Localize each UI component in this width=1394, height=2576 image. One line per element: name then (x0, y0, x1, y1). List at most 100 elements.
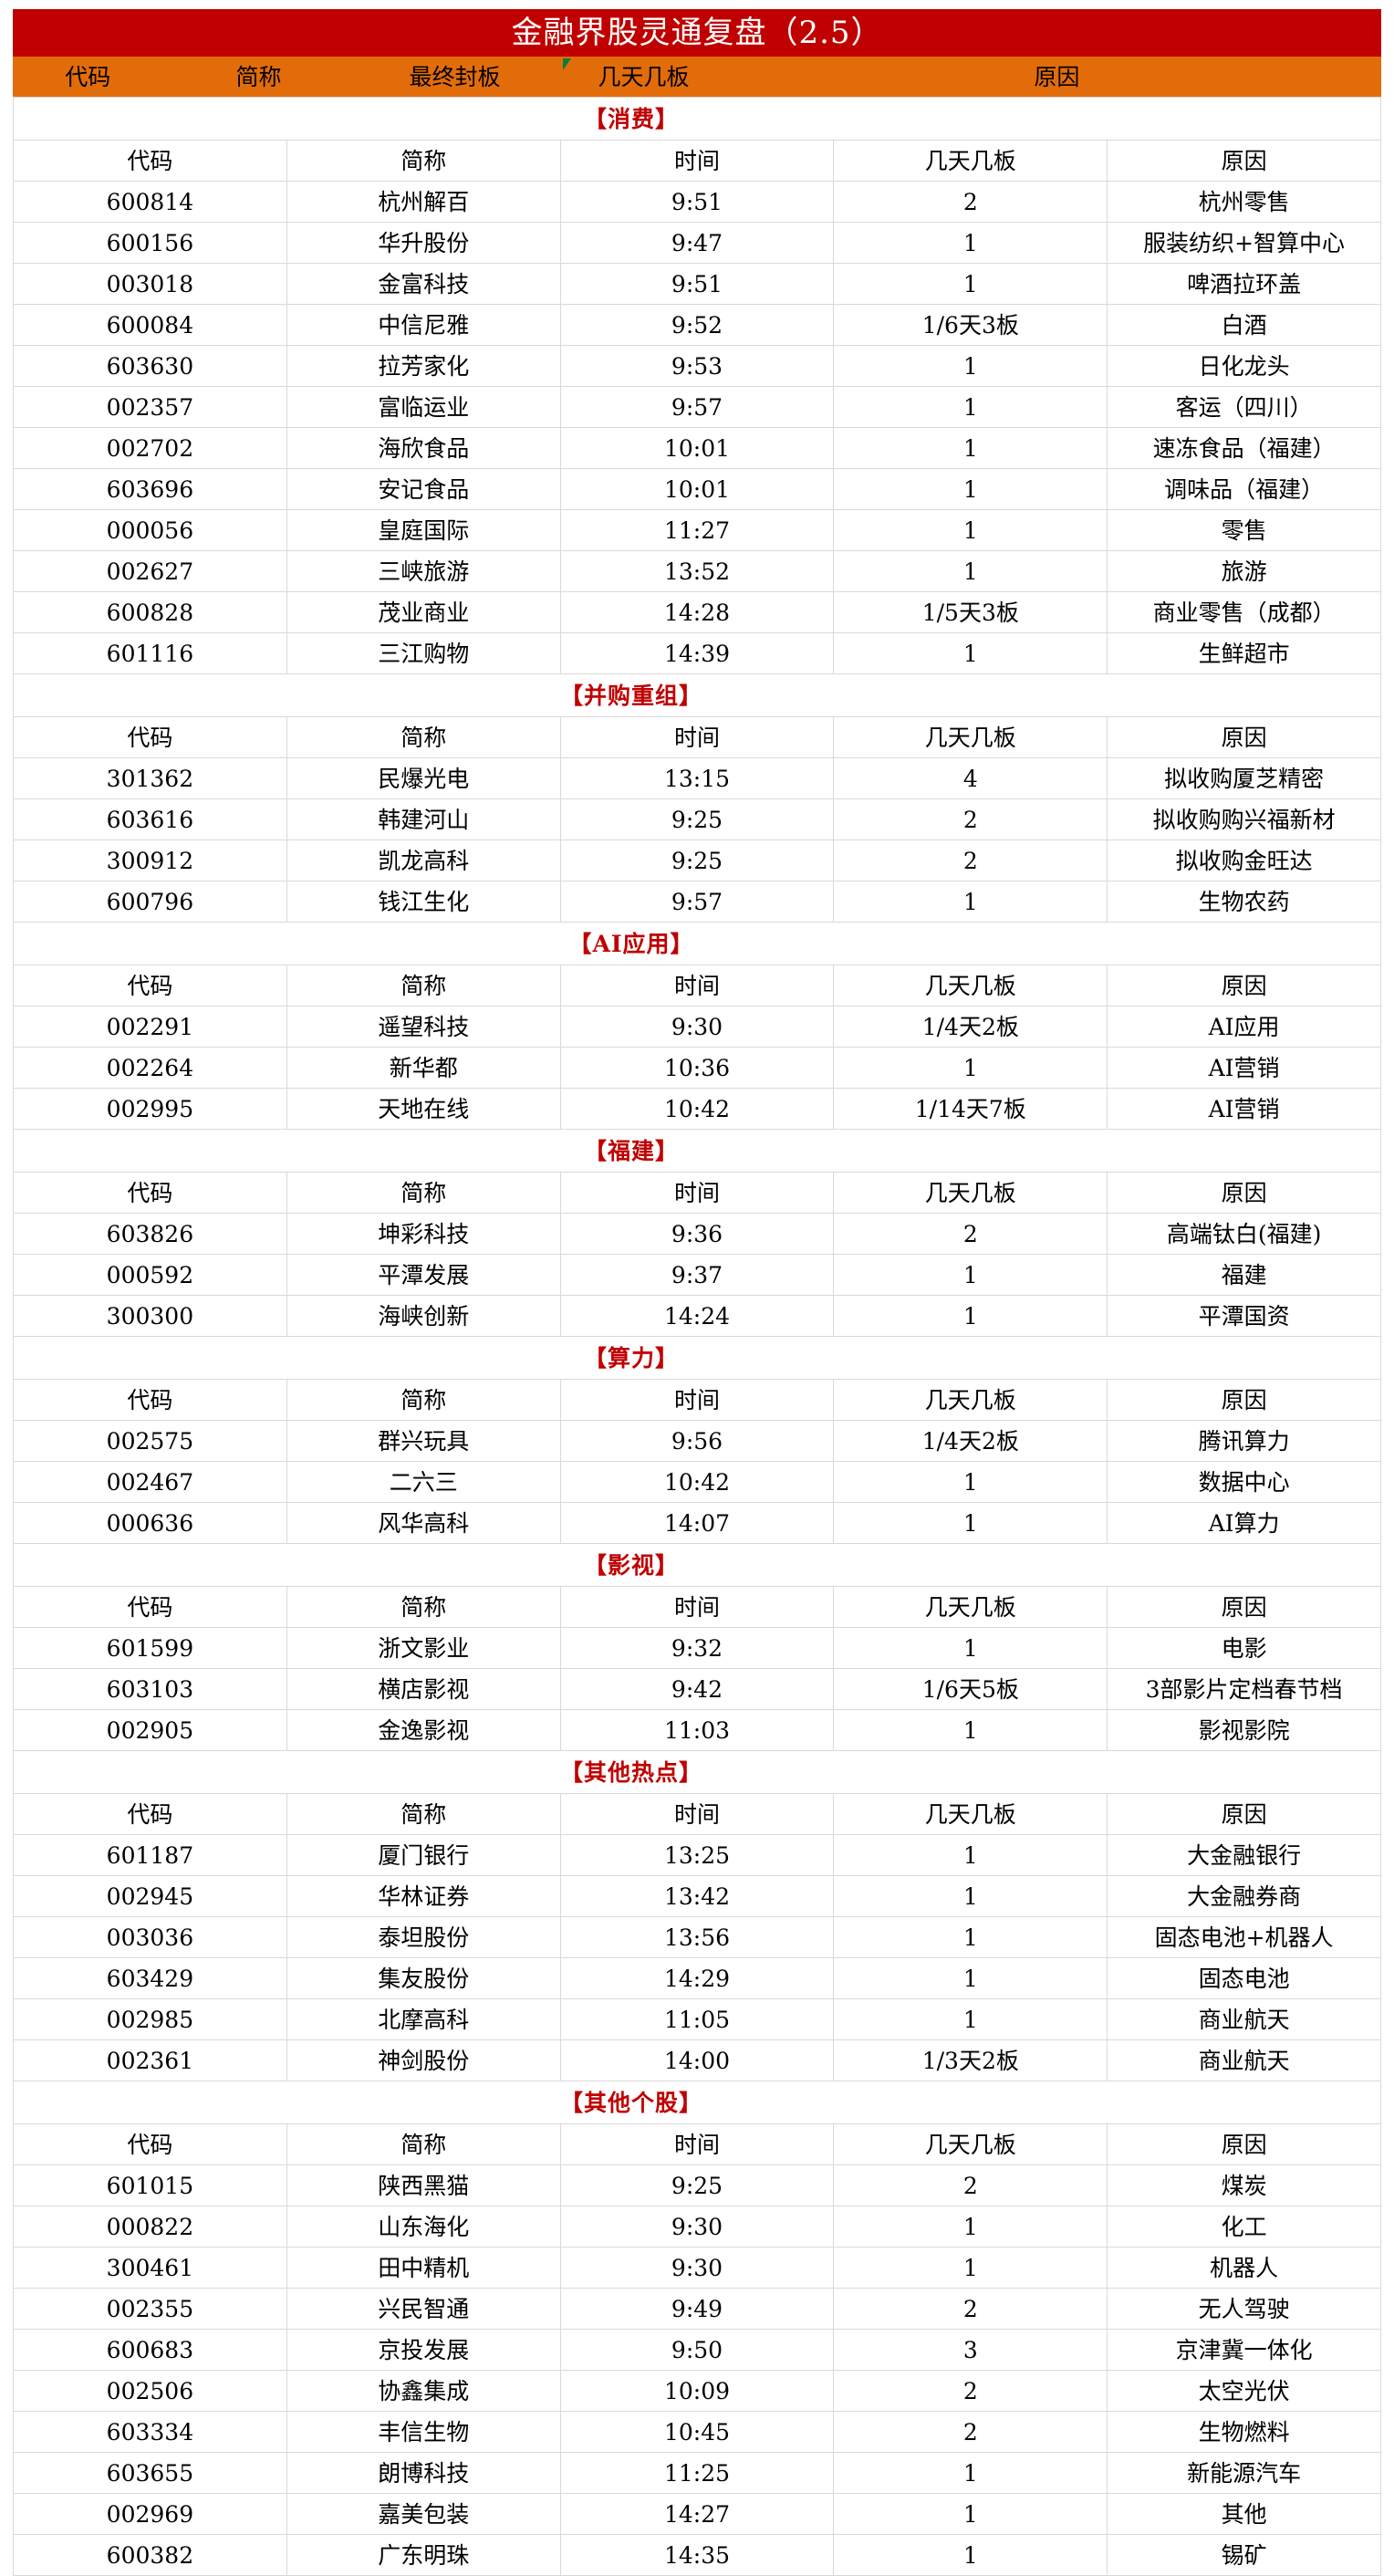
cell-reason: 太空光伏 (1107, 2370, 1381, 2412)
cell-time: 10:01 (559, 427, 835, 469)
cell-boards: 1 (833, 1957, 1108, 1999)
cell-reason: AI营销 (1107, 1047, 1381, 1089)
column-header-row: 代码 简称 时间 几天几板 原因 (13, 1586, 1381, 1628)
section-header-row: 【算力】 (13, 1336, 1381, 1380)
cell-boards: 1/4天2板 (833, 1006, 1108, 1048)
cell-reason: 拟收购购兴福新材 (1107, 798, 1381, 840)
cell-code: 002264 (13, 1047, 287, 1089)
table-row: 002575 群兴玩具 9:56 1/4天2板 腾讯算力 (13, 1420, 1381, 1462)
cell-name: 钱江生化 (286, 881, 561, 923)
cell-boards: 1 (833, 386, 1108, 428)
column-header-reason: 原因 (1107, 716, 1381, 758)
cell-time: 14:35 (559, 2534, 835, 2576)
column-header-reason: 原因 (1107, 1379, 1381, 1421)
column-header-row: 代码 简称 时间 几天几板 原因 (13, 965, 1381, 1006)
cell-name: 田中精机 (286, 2247, 561, 2289)
cell-reason: 零售 (1107, 509, 1381, 551)
section-label: 【消费】 (583, 105, 679, 132)
column-header-row: 代码 简称 时间 几天几板 原因 (13, 1793, 1381, 1835)
column-header-name: 简称 (286, 1172, 561, 1214)
cell-name: 浙文影业 (286, 1627, 561, 1669)
cell-boards: 1 (833, 2534, 1108, 2576)
cell-code: 000636 (13, 1502, 287, 1544)
cell-boards: 1 (833, 881, 1108, 923)
cell-reason: 生物燃料 (1107, 2411, 1381, 2453)
cell-boards: 1 (833, 1916, 1108, 1958)
cell-boards: 1 (833, 1502, 1108, 1544)
cell-code: 002575 (13, 1420, 287, 1462)
table-row: 002985 北摩高科 11:05 1 商业航天 (13, 1998, 1381, 2040)
cell-name: 韩建河山 (286, 798, 561, 840)
column-header-row: 代码 简称 时间 几天几板 原因 (13, 1172, 1381, 1214)
table-row: 000822 山东海化 9:30 1 化工 (13, 2206, 1381, 2247)
section-label: 【影视】 (583, 1551, 679, 1579)
cell-name: 陕西黑猫 (286, 2164, 561, 2206)
table-row: 601015 陕西黑猫 9:25 2 煤炭 (13, 2164, 1381, 2206)
cell-time: 9:30 (559, 2247, 835, 2289)
cell-name: 富临运业 (286, 386, 561, 428)
cell-name: 海峡创新 (286, 1295, 561, 1337)
cell-boards: 1 (833, 468, 1108, 510)
cell-time: 10:01 (559, 468, 835, 510)
cell-code: 002995 (13, 1088, 287, 1130)
cell-name: 朗博科技 (286, 2452, 561, 2494)
cell-reason: 化工 (1107, 2206, 1381, 2247)
cell-reason: 日化龙头 (1107, 345, 1381, 387)
table-row: 603655 朗博科技 11:25 1 新能源汽车 (13, 2452, 1381, 2494)
cell-code: 603334 (13, 2411, 287, 2453)
cell-name: 新华都 (286, 1047, 561, 1089)
table-row: 003018 金富科技 9:51 1 啤酒拉环盖 (13, 263, 1381, 305)
cell-time: 10:42 (559, 1461, 835, 1503)
cell-time: 14:00 (559, 2039, 835, 2081)
cell-time: 10:45 (559, 2411, 835, 2453)
cell-reason: 煤炭 (1107, 2164, 1381, 2206)
cell-reason: 生鲜超市 (1107, 632, 1381, 674)
table-row: 601116 三江购物 14:39 1 生鲜超市 (13, 632, 1381, 674)
cell-boards: 1/4天2板 (833, 1420, 1108, 1462)
section-banner-cell: 【AI应用】 (13, 922, 1381, 965)
cell-boards: 2 (833, 2164, 1108, 2206)
section-label: 【算力】 (583, 1344, 679, 1371)
column-header-boards: 几天几板 (833, 140, 1108, 182)
column-header-boards: 几天几板 (833, 1586, 1108, 1628)
section-banner-cell: 【并购重组】 (13, 673, 1381, 717)
cell-name: 横店影视 (286, 1668, 561, 1710)
cell-time: 10:36 (559, 1047, 835, 1089)
table-row: 002467 二六三 10:42 1 数据中心 (13, 1461, 1381, 1503)
cell-code: 300300 (13, 1295, 287, 1337)
cell-time: 13:52 (559, 550, 835, 592)
section-banner-cell: 【其他热点】 (13, 1750, 1381, 1794)
column-header-code: 代码 (13, 2123, 287, 2165)
cell-time: 14:29 (559, 1957, 835, 1999)
cell-time: 9:25 (559, 2164, 835, 2206)
page-title: 金融界股灵通复盘（2.5） (511, 15, 883, 51)
cell-name: 平潭发展 (286, 1254, 561, 1296)
cell-name: 嘉美包装 (286, 2493, 561, 2535)
cell-boards: 1 (833, 222, 1108, 264)
table-row: 002361 神剑股份 14:00 1/3天2板 商业航天 (13, 2039, 1381, 2081)
cell-code: 000056 (13, 509, 287, 551)
cell-name: 协鑫集成 (286, 2370, 561, 2412)
table-row: 002291 遥望科技 9:30 1/4天2板 AI应用 (13, 1006, 1381, 1048)
green-flag-marker-icon (563, 58, 571, 70)
cell-reason: 客运（四川） (1107, 386, 1381, 428)
table-row: 300300 海峡创新 14:24 1 平潭国资 (13, 1295, 1381, 1337)
section-label: 【并购重组】 (559, 682, 702, 709)
cell-time: 9:42 (559, 1668, 835, 1710)
cell-code: 002985 (13, 1998, 287, 2040)
cell-time: 9:51 (559, 181, 835, 223)
cell-code: 000592 (13, 1254, 287, 1296)
cell-reason: 高端钛白(福建) (1107, 1213, 1381, 1255)
cell-time: 9:49 (559, 2288, 835, 2330)
cell-name: 三江购物 (286, 632, 561, 674)
cell-name: 金逸影视 (286, 1709, 561, 1751)
table-row: 600382 广东明珠 14:35 1 锡矿 (13, 2534, 1381, 2576)
cell-reason: 数据中心 (1107, 1461, 1381, 1503)
cell-boards: 1 (833, 1295, 1108, 1337)
cell-name: 二六三 (286, 1461, 561, 1503)
table-row: 603334 丰信生物 10:45 2 生物燃料 (13, 2411, 1381, 2453)
cell-name: 北摩高科 (286, 1998, 561, 2040)
cell-name: 神剑股份 (286, 2039, 561, 2081)
cell-time: 13:56 (559, 1916, 835, 1958)
table-row: 300461 田中精机 9:30 1 机器人 (13, 2247, 1381, 2289)
